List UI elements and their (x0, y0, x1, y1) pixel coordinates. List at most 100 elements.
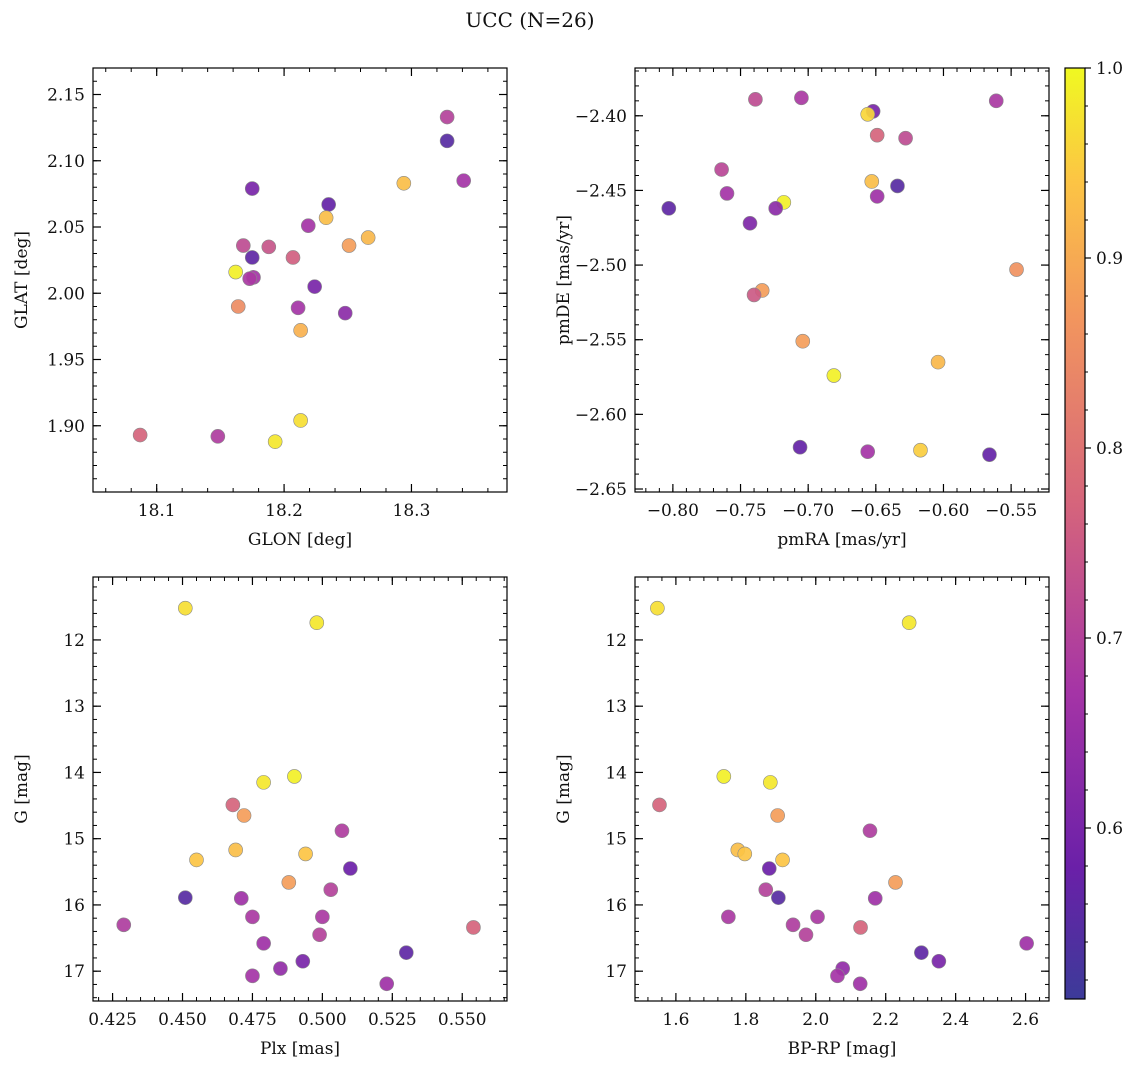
x-tick-label: −0.75 (714, 501, 766, 521)
y-tick-label: −2.65 (575, 480, 627, 500)
x-tick-label: 18.3 (393, 501, 431, 521)
data-point (830, 968, 845, 984)
data-point (771, 890, 786, 905)
data-point (439, 133, 455, 149)
x-tick-label: 2.0 (802, 1010, 829, 1030)
x-axis-label: Plx [mas] (260, 1039, 340, 1059)
data-point (761, 861, 777, 876)
data-point (341, 238, 357, 253)
data-point (379, 976, 395, 992)
x-tick-label: −0.80 (647, 501, 699, 521)
data-point (307, 279, 322, 294)
figure-title: UCC (N=26) (465, 8, 594, 32)
x-tick-label: 18.2 (265, 501, 303, 521)
data-point (758, 882, 774, 898)
data-point (867, 891, 883, 906)
data-point (826, 368, 842, 383)
data-point (860, 444, 876, 459)
x-tick-label: 1.8 (732, 1010, 759, 1030)
data-point (719, 186, 735, 201)
data-point (914, 945, 929, 960)
data-point (245, 968, 260, 984)
data-point (245, 909, 260, 925)
data-point (716, 769, 732, 784)
plot-frame (634, 67, 1050, 493)
x-tick-label: 2.2 (872, 1010, 899, 1030)
data-point (236, 238, 251, 253)
data-point (396, 175, 412, 191)
data-point (913, 442, 928, 458)
data-point (244, 250, 260, 265)
data-point (267, 434, 283, 449)
panel-3: 0.425 0.450 0.475 0.500 0.525 0.550 12 13 14 15 16… (12, 576, 508, 1059)
x-tick-label: 0.550 (438, 1010, 487, 1030)
colorbar-gradient (1064, 67, 1086, 1000)
data-point (178, 890, 193, 905)
y-axis-label: G [mag] (554, 754, 574, 823)
x-tick-label: 2.4 (942, 1010, 969, 1030)
data-point (309, 615, 325, 631)
y-axis-label: pmDE [mas/yr] (554, 215, 574, 345)
data-point (775, 852, 790, 868)
y-tick-label: 13 (63, 697, 85, 717)
colorbar-tick-label: 0.7 (1096, 629, 1123, 649)
data-point (315, 909, 330, 925)
colorbar: 0.6 0.7 0.8 0.9 1.0 (1064, 59, 1123, 1000)
y-tick-label: 15 (63, 830, 85, 850)
data-point (988, 93, 1004, 109)
data-point (869, 189, 885, 204)
data-point (794, 90, 809, 106)
colorbar-tick-label: 0.9 (1096, 249, 1123, 269)
data-point (930, 354, 946, 370)
data-point (337, 305, 353, 321)
data-point (862, 823, 878, 839)
data-point (256, 775, 271, 790)
data-point (785, 917, 801, 933)
data-point (982, 447, 997, 462)
data-point (236, 808, 252, 823)
x-tick-label: 0.425 (88, 1010, 137, 1030)
data-point (210, 429, 226, 444)
y-tick-label: 16 (605, 896, 627, 916)
y-tick-label: −2.45 (575, 181, 627, 201)
y-tick-label: 12 (605, 631, 627, 651)
data-point (890, 178, 905, 194)
y-tick-label: 13 (605, 697, 627, 717)
x-tick-label: −0.65 (850, 501, 902, 521)
data-point (285, 250, 301, 265)
data-point (261, 239, 277, 255)
x-tick-label: 18.1 (138, 501, 176, 521)
data-point (737, 846, 753, 862)
x-tick-label: −0.70 (782, 501, 834, 521)
y-axis-label: GLAT [deg] (12, 231, 32, 329)
data-point (650, 600, 665, 616)
data-point (189, 852, 204, 868)
data-point (132, 427, 148, 443)
data-point (714, 162, 729, 177)
data-point (225, 797, 241, 813)
x-tick-label: 1.6 (662, 1010, 689, 1030)
data-point (242, 271, 257, 286)
x-tick-label: 2.6 (1012, 1010, 1039, 1030)
y-tick-label: −2.55 (575, 331, 627, 351)
data-point (298, 846, 313, 862)
data-point (323, 882, 339, 898)
data-point (360, 230, 376, 245)
data-point (721, 909, 736, 925)
y-axis-label: G [mag] (12, 754, 32, 823)
x-axis-label: pmRA [mas/yr] (777, 530, 906, 550)
x-tick-label: 0.450 (158, 1010, 207, 1030)
data-point (116, 917, 132, 933)
data-point (795, 333, 811, 349)
data-point (321, 197, 336, 212)
data-point (888, 875, 903, 890)
data-point (860, 106, 876, 122)
y-tick-label: 2.00 (47, 284, 85, 304)
data-point (312, 927, 327, 943)
data-point (300, 218, 316, 233)
data-point (748, 92, 763, 107)
data-point (293, 413, 308, 428)
y-tick-label: −2.60 (575, 405, 627, 425)
colorbar-tick-label: 0.8 (1096, 439, 1123, 459)
data-point (456, 173, 471, 188)
